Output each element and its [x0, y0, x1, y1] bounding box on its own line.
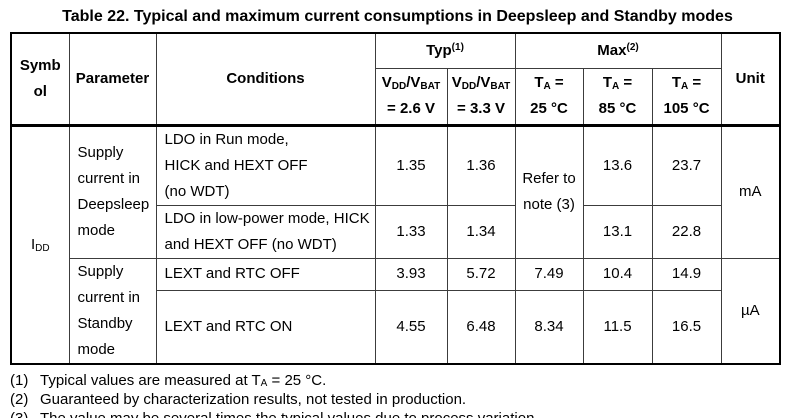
value-cell-typ33: 6.48	[446, 289, 516, 365]
footnote-text: Guaranteed by characterization results, …	[40, 390, 467, 408]
value-cell-max105: 22.8	[651, 204, 722, 259]
col-header-parameter: Parameter	[68, 32, 157, 127]
typ-note-ref: (1)	[451, 41, 464, 53]
value-cell-max105: 14.9	[651, 257, 722, 291]
footnote-1: (1) Typical values are measured at TA = …	[10, 371, 787, 390]
max-note-ref: (2)	[626, 41, 639, 53]
group-header-max: Max(2)	[514, 32, 722, 69]
max-label: Max	[597, 41, 627, 59]
footnote-number: (3)	[10, 409, 29, 418]
value-cell-max105: 23.7	[651, 124, 722, 206]
current-consumption-table: Symbol Parameter Conditions Typ(1) Max(2…	[10, 32, 782, 365]
value-cell-max85: 10.4	[582, 257, 653, 291]
col-header-symbol: Symbol	[10, 32, 70, 127]
value-cell-typ26: 1.35	[374, 124, 448, 206]
footnote-2: (2) Guaranteed by characterization resul…	[10, 390, 787, 409]
col-header-typ-3v3: VDD/VBAT = 3.3 V	[446, 67, 516, 127]
refer-note-cell: Refer to note (3)	[514, 124, 584, 259]
conditions-cell: LEXT and RTC OFF	[155, 257, 376, 291]
table-row: LDO in low-power mode, HICK and HEXT OFF …	[11, 204, 780, 259]
col-header-unit: Unit	[720, 32, 781, 127]
value-cell-typ33: 1.36	[446, 124, 516, 206]
symbol-cell: IDD	[10, 124, 70, 364]
value-cell-typ26: 4.55	[374, 289, 448, 365]
value-cell-max25: 7.49	[514, 257, 584, 291]
footnote-3: (3) The value may be several times the t…	[10, 409, 787, 418]
parameter-cell-deepsleep: Supply current in Deepsleep mode	[68, 124, 157, 259]
conditions-cell: LEXT and RTC ON	[155, 289, 376, 365]
value-cell-typ33: 5.72	[446, 257, 516, 291]
conditions-cell: LDO in low-power mode, HICK and HEXT OFF …	[155, 204, 376, 259]
vdd-value: = 2.6 V	[387, 100, 435, 117]
table-row: IDD Supply current in Deepsleep mode LDO…	[10, 124, 781, 364]
unit-cell-ma: mA	[720, 124, 781, 259]
typ-label: Typ	[426, 41, 452, 59]
value-cell-max85: 13.1	[582, 204, 653, 259]
value-cell-typ26: 1.33	[374, 204, 448, 259]
col-header-symbol-label: Symbol	[19, 56, 61, 100]
ta-label: TA =	[534, 74, 564, 92]
col-header-max-25c: TA = 25 °C	[514, 67, 584, 127]
footnote-number: (1)	[10, 371, 29, 389]
col-header-typ-2v6: VDD/VBAT = 2.6 V	[374, 67, 448, 127]
ta-value: 85 °C	[598, 100, 637, 117]
footnote-number: (2)	[10, 390, 29, 408]
value-cell-max85: 13.6	[582, 124, 653, 206]
group-header-typ: Typ(1)	[374, 32, 516, 69]
conditions-cell: LDO in Run mode, HICK and HEXT OFF (no WDT…	[155, 124, 376, 206]
ta-value: 105 °C	[663, 100, 710, 117]
ta-label: TA =	[602, 74, 633, 92]
value-cell-typ26: 3.93	[374, 257, 448, 291]
unit-cell-ua: µA	[720, 257, 781, 364]
ta-value: 25 °C	[530, 100, 568, 117]
vdd-value: = 3.3 V	[457, 100, 505, 117]
footnote-text: The value may be several times the typic…	[40, 409, 539, 418]
footnotes: (1) Typical values are measured at TA = …	[10, 371, 787, 418]
vdd-vbat-label: VDD/VBAT	[451, 74, 511, 92]
col-header-max-105c: TA = 105 °C	[651, 67, 722, 127]
vdd-vbat-label: VDD/VBAT	[381, 74, 441, 92]
table-title: Table 22. Typical and maximum current co…	[62, 8, 733, 25]
value-cell-max25: 8.34	[514, 289, 584, 365]
footnote-text: Typical values are measured at TA = 25 °…	[40, 371, 327, 389]
value-cell-max85: 11.5	[582, 289, 653, 365]
value-cell-typ33: 1.34	[446, 204, 516, 259]
table-row: LEXT and RTC ON 4.55 6.48 8.34 11.5 16.5	[11, 289, 780, 365]
ta-label: TA =	[671, 74, 702, 92]
value-cell-max105: 16.5	[651, 289, 722, 365]
col-header-conditions: Conditions	[155, 32, 376, 127]
parameter-cell-standby: Supply current in Standby mode	[68, 257, 157, 364]
col-header-max-85c: TA = 85 °C	[582, 67, 653, 127]
table-row: Supply current in Standby mode LEXT and …	[11, 257, 781, 364]
